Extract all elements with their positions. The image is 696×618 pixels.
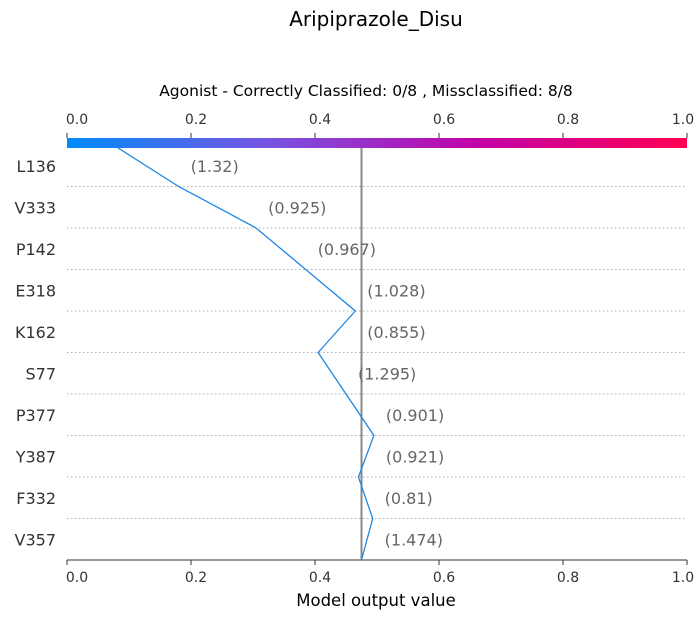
colorbar xyxy=(67,138,687,148)
feature-value-label: (0.855) xyxy=(367,323,425,342)
feature-value-label: (1.028) xyxy=(367,281,425,300)
feature-label: L136 xyxy=(17,157,56,176)
feature-value-label: (0.925) xyxy=(268,198,326,217)
bottom-tick-label: 0.4 xyxy=(309,570,331,586)
feature-label: P142 xyxy=(16,240,56,259)
chart-title: Aripiprazole_Disu xyxy=(289,7,463,31)
feature-value-label: (1.474) xyxy=(385,530,443,549)
feature-value-label: (0.901) xyxy=(386,406,444,425)
feature-value-label: (1.32) xyxy=(191,157,239,176)
top-tick-label: 0.2 xyxy=(185,112,207,128)
feature-label: K162 xyxy=(15,323,56,342)
feature-values: (1.32) (0.925) (0.967) (1.028) (0.855) (1.295… xyxy=(191,157,445,550)
x-axis-label: Model output value xyxy=(296,591,456,610)
top-tick-label: 0.0 xyxy=(66,112,88,128)
feature-value-label: (1.295) xyxy=(358,364,416,383)
feature-labels: L136 V333 P142 E318 K162 S77 P377 Y387 F332 V357 xyxy=(15,157,56,550)
chart-subtitle: Agonist - Correctly Classified: 0/8 , Mi… xyxy=(159,82,573,100)
bottom-tick-label: 0.6 xyxy=(433,570,455,586)
top-tick-label: 0.8 xyxy=(557,112,579,128)
feature-label: V357 xyxy=(15,530,56,549)
feature-label: F332 xyxy=(16,489,56,508)
colorbar-bar xyxy=(67,138,687,148)
feature-label: S77 xyxy=(25,364,56,383)
decision-path-group xyxy=(116,146,375,561)
feature-label: V333 xyxy=(15,198,56,217)
feature-value-label: (0.81) xyxy=(385,489,433,508)
decision-path xyxy=(116,146,375,561)
bottom-tick-label: 1.0 xyxy=(672,570,694,586)
bottom-tick-label: 0.0 xyxy=(66,570,88,586)
top-tick-label: 0.6 xyxy=(433,112,455,128)
bottom-axis: 0.0 0.2 0.4 0.6 0.8 1.0 xyxy=(66,559,694,586)
feature-value-label: (0.921) xyxy=(386,447,444,466)
feature-label: E318 xyxy=(15,281,56,300)
row-gridlines xyxy=(67,186,687,519)
top-tick-label: 0.4 xyxy=(309,112,331,128)
feature-value-label: (0.967) xyxy=(318,240,376,259)
feature-label: P377 xyxy=(16,406,56,425)
feature-label: Y387 xyxy=(15,447,56,466)
top-tick-label: 1.0 xyxy=(672,112,694,128)
bottom-tick-label: 0.8 xyxy=(557,570,579,586)
top-axis: 0.0 0.2 0.4 0.6 0.8 1.0 xyxy=(66,112,694,138)
bottom-tick-label: 0.2 xyxy=(185,570,207,586)
